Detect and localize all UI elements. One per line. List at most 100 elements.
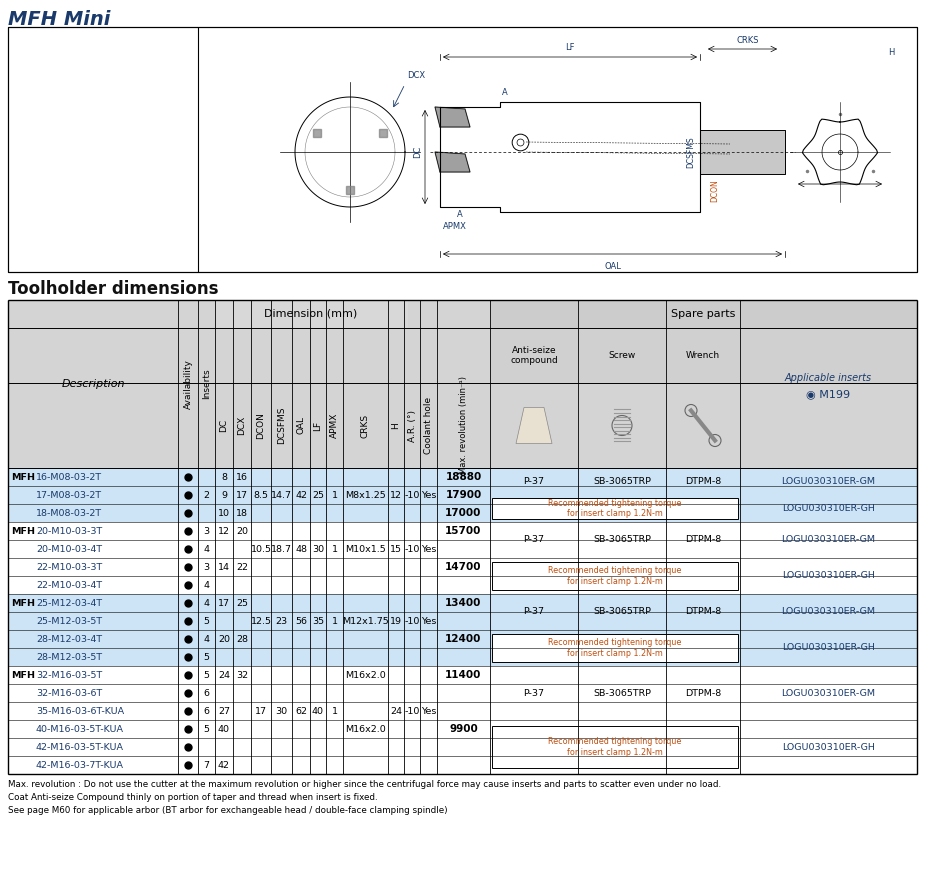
Polygon shape <box>435 107 470 127</box>
Text: 62: 62 <box>295 706 307 716</box>
Text: DTPM-8: DTPM-8 <box>684 477 722 486</box>
Bar <box>492 562 738 589</box>
Text: 1: 1 <box>331 617 338 625</box>
Bar <box>8 27 917 272</box>
Text: 40-M16-03-5T-KUA: 40-M16-03-5T-KUA <box>36 725 124 733</box>
Text: Recommended tightening torque
for insert clamp 1.2N-m: Recommended tightening torque for insert… <box>549 499 682 518</box>
Text: LOGU030310ER-GM: LOGU030310ER-GM <box>782 608 875 617</box>
Text: 17: 17 <box>236 490 248 500</box>
Bar <box>8 612 917 630</box>
Text: 12.5: 12.5 <box>251 617 272 625</box>
Text: A: A <box>457 210 462 219</box>
Polygon shape <box>516 407 552 444</box>
Text: Yes: Yes <box>421 490 437 500</box>
Text: LOGU030310ER-GM: LOGU030310ER-GM <box>782 477 875 486</box>
Text: P-37: P-37 <box>524 689 545 698</box>
Text: 6: 6 <box>204 706 209 716</box>
Polygon shape <box>435 152 470 172</box>
Text: APMX: APMX <box>443 222 467 231</box>
Text: 20: 20 <box>218 635 230 644</box>
Text: MFH: MFH <box>11 527 35 535</box>
Text: 23: 23 <box>276 617 288 625</box>
Text: 5: 5 <box>204 671 209 679</box>
Text: 16: 16 <box>236 473 248 481</box>
Text: 18880: 18880 <box>445 472 482 482</box>
Text: DCX: DCX <box>407 71 426 80</box>
Bar <box>8 468 917 486</box>
Bar <box>8 504 917 522</box>
Text: -10: -10 <box>404 544 420 554</box>
Text: 15700: 15700 <box>445 526 482 536</box>
Bar <box>492 498 738 519</box>
Text: Max. revolution (min⁻¹): Max. revolution (min⁻¹) <box>459 377 468 474</box>
Text: DCX: DCX <box>238 416 246 435</box>
Text: 4: 4 <box>204 581 209 589</box>
Text: 27: 27 <box>218 706 230 716</box>
Text: ◉ M199: ◉ M199 <box>807 389 851 399</box>
Bar <box>490 328 917 383</box>
Text: 25-M12-03-4T: 25-M12-03-4T <box>36 598 102 608</box>
Text: 24: 24 <box>218 671 230 679</box>
Text: 4: 4 <box>204 598 209 608</box>
Text: H: H <box>391 422 401 429</box>
Text: 19: 19 <box>390 617 402 625</box>
Text: DCSFMS: DCSFMS <box>277 406 286 444</box>
Text: -10: -10 <box>404 706 420 716</box>
Text: Yes: Yes <box>421 617 437 625</box>
Text: Recommended tightening torque
for insert clamp 1.2N-m: Recommended tightening torque for insert… <box>549 566 682 586</box>
Text: 42-M16-03-5T-KUA: 42-M16-03-5T-KUA <box>36 742 124 752</box>
Text: 42-M16-03-7T-KUA: 42-M16-03-7T-KUA <box>36 760 124 769</box>
Text: -10: -10 <box>404 490 420 500</box>
Text: 42: 42 <box>295 490 307 500</box>
Bar <box>8 720 917 738</box>
Text: 40: 40 <box>218 725 230 733</box>
Text: See page M60 for applicable arbor (BT arbor for exchangeable head / double-face : See page M60 for applicable arbor (BT ar… <box>8 806 448 815</box>
Text: 32-M16-03-6T: 32-M16-03-6T <box>36 689 103 698</box>
Text: DTPM-8: DTPM-8 <box>684 608 722 617</box>
Text: Coolant hole: Coolant hole <box>424 397 433 454</box>
Text: H: H <box>888 48 894 57</box>
Text: Availability: Availability <box>183 359 192 409</box>
Text: 8: 8 <box>221 473 227 481</box>
Text: 16-M08-03-2T: 16-M08-03-2T <box>36 473 102 481</box>
Text: 12: 12 <box>218 527 230 535</box>
Text: 17-M08-03-2T: 17-M08-03-2T <box>36 490 102 500</box>
Text: LF: LF <box>314 420 323 431</box>
Text: DC: DC <box>413 146 422 158</box>
Text: Yes: Yes <box>421 544 437 554</box>
Bar <box>490 300 917 328</box>
Text: 14: 14 <box>218 562 230 571</box>
Text: 5: 5 <box>204 652 209 662</box>
Text: 40: 40 <box>312 706 324 716</box>
Text: Yes: Yes <box>421 706 437 716</box>
Bar <box>8 594 917 612</box>
Text: APMX: APMX <box>330 412 339 439</box>
Text: 12400: 12400 <box>445 634 482 644</box>
Text: 22-M10-03-3T: 22-M10-03-3T <box>36 562 103 571</box>
Text: Inserts: Inserts <box>202 369 211 399</box>
Text: SB-3065TRP: SB-3065TRP <box>593 477 651 486</box>
Text: 6: 6 <box>204 689 209 698</box>
Text: P-37: P-37 <box>524 608 545 617</box>
Text: Recommended tightening torque
for insert clamp 1.2N-m: Recommended tightening torque for insert… <box>549 638 682 657</box>
Text: 35: 35 <box>312 617 324 625</box>
Text: DCON: DCON <box>256 412 265 439</box>
Bar <box>8 666 917 684</box>
Text: A: A <box>502 88 508 97</box>
Text: 13400: 13400 <box>445 598 482 608</box>
Text: 17: 17 <box>218 598 230 608</box>
Text: 35-M16-03-6T-KUA: 35-M16-03-6T-KUA <box>36 706 124 716</box>
Text: 9900: 9900 <box>450 724 478 734</box>
Bar <box>8 576 917 594</box>
Text: 11400: 11400 <box>445 670 482 680</box>
Text: M10x1.5: M10x1.5 <box>345 544 386 554</box>
Text: 22: 22 <box>236 562 248 571</box>
Text: 25-M12-03-5T: 25-M12-03-5T <box>36 617 102 625</box>
Text: 4: 4 <box>204 635 209 644</box>
Text: 14.7: 14.7 <box>271 490 292 500</box>
Text: Coat Anti-seize Compound thinly on portion of taper and thread when insert is fi: Coat Anti-seize Compound thinly on porti… <box>8 793 377 802</box>
Text: LOGU030310ER-GH: LOGU030310ER-GH <box>782 644 875 652</box>
Text: SB-3065TRP: SB-3065TRP <box>593 689 651 698</box>
Text: DTPM-8: DTPM-8 <box>684 689 722 698</box>
Text: 5: 5 <box>204 617 209 625</box>
